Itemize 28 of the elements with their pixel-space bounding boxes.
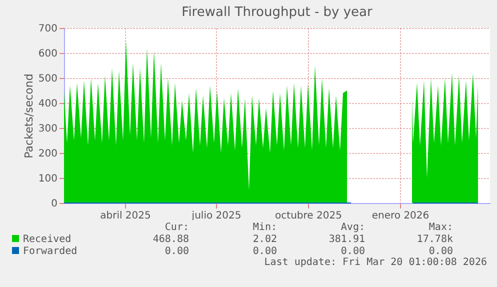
y-tick-label: 200	[38, 148, 58, 160]
text: 381.91	[328, 234, 365, 246]
y-tick-label: 300	[38, 124, 58, 134]
y-tick-label: 500	[38, 74, 58, 84]
legend-label: Received	[22, 234, 72, 246]
text: 468.88	[152, 234, 189, 246]
y-tick-label: 100	[38, 174, 58, 184]
y-tick-label: 600	[38, 48, 58, 60]
y-tick-label: 400	[38, 98, 58, 110]
y-tick-label: 0	[51, 198, 58, 210]
x-tick-label: octubre 2025	[275, 210, 342, 222]
text: 0.00	[164, 246, 189, 258]
x-tick-label: enero 2026	[372, 210, 430, 222]
x-tick-label: abril 2025	[100, 210, 151, 222]
text: Max:	[428, 222, 453, 234]
chart-title: Firewall Throughput - by year	[182, 5, 374, 20]
text: Last update: Fri Mar 20 01:00:08 2026	[264, 257, 487, 268]
text: 2.02	[252, 234, 277, 246]
text: 17.78k	[416, 234, 453, 246]
text: 0.00	[252, 246, 277, 258]
y-axis-title: Packets/second	[22, 74, 36, 158]
text: Min:	[252, 222, 277, 234]
legend-label: Forwarded	[22, 246, 78, 258]
text: 0.00	[428, 246, 453, 258]
text: Cur:	[164, 222, 189, 234]
text: 0.00	[340, 246, 365, 257]
text: Avg:	[340, 222, 365, 234]
y-tick-label: 700	[38, 24, 58, 34]
